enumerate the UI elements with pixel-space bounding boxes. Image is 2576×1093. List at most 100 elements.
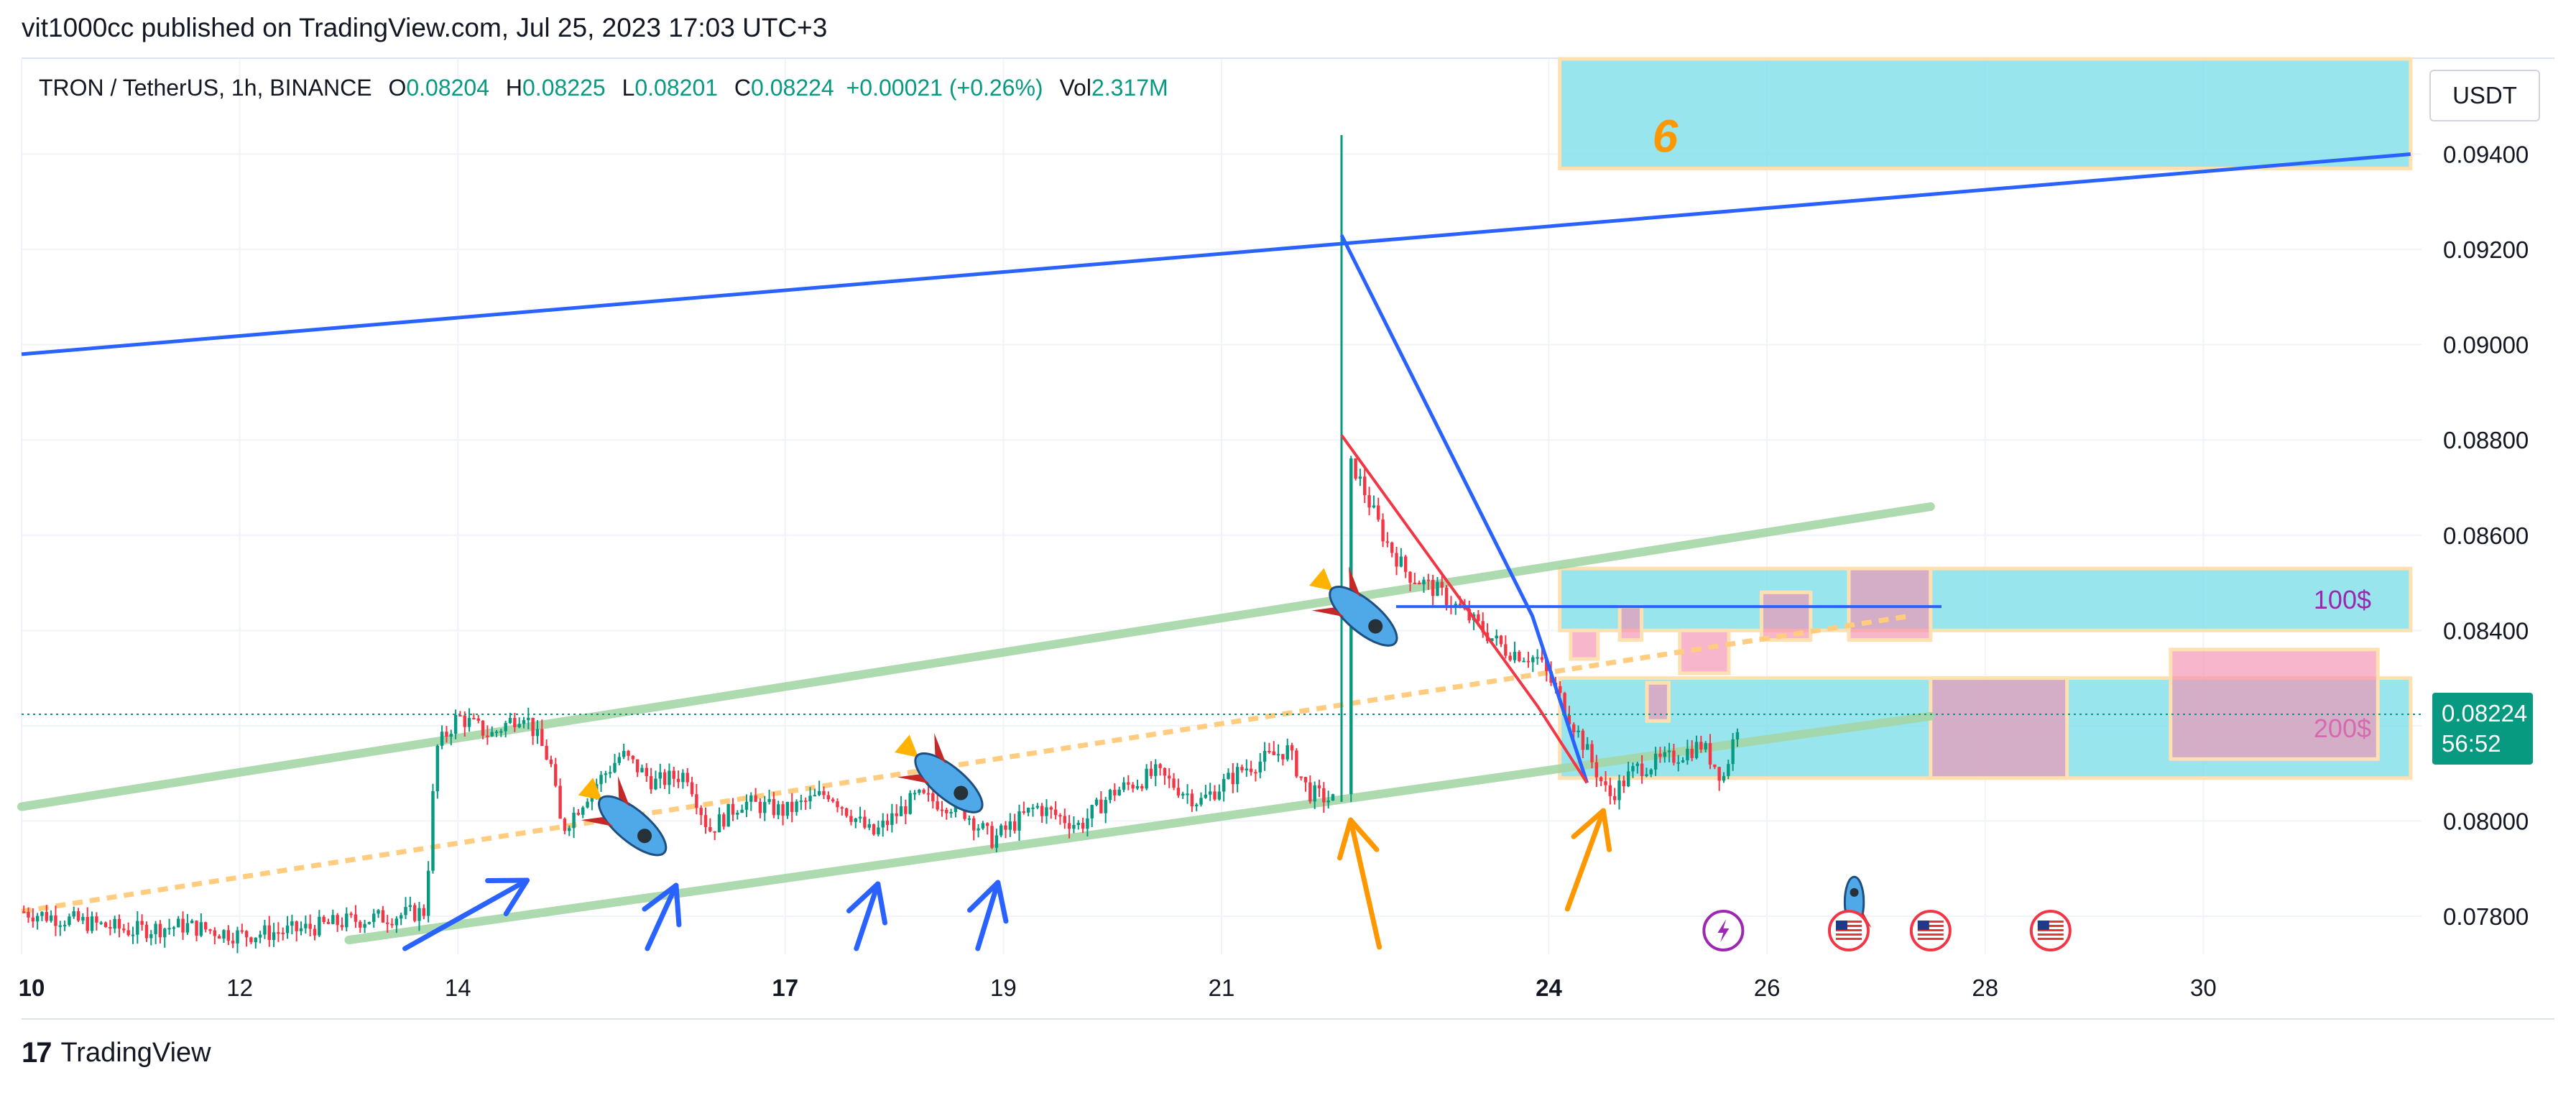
- candle-body: [1563, 693, 1566, 716]
- candle-body: [695, 794, 698, 808]
- candle-body: [1526, 660, 1531, 663]
- candle-body: [109, 927, 112, 929]
- candle-body: [345, 913, 348, 928]
- candle-body: [744, 801, 749, 810]
- candle-body: [1227, 773, 1230, 780]
- candle-body: [167, 928, 171, 930]
- candle-body: [58, 925, 62, 927]
- candle-body: [668, 770, 671, 785]
- high-label: H: [505, 75, 522, 101]
- flag-stripe: [1917, 929, 1944, 931]
- candle-body: [1385, 541, 1390, 543]
- candle-body: [86, 917, 89, 931]
- candle-body: [90, 916, 94, 931]
- candle-body: [272, 932, 276, 940]
- candle-body: [1626, 771, 1630, 787]
- green-channel: [17, 502, 1935, 945]
- candle-body: [1649, 769, 1653, 775]
- candle-body: [949, 811, 953, 813]
- time-tick-label: 26: [1754, 974, 1781, 1001]
- candle-body: [799, 801, 803, 803]
- candle-body: [1168, 775, 1171, 779]
- time-tick-label: 10: [19, 974, 45, 1001]
- tradingview-footer[interactable]: 17 TradingView: [22, 1037, 211, 1069]
- candle-body: [1181, 793, 1185, 796]
- candle-body: [131, 934, 135, 936]
- candle-body: [1431, 579, 1435, 596]
- candle-body: [658, 772, 662, 779]
- candle-body: [1108, 790, 1112, 801]
- candle-body: [394, 918, 399, 926]
- candle-body: [408, 905, 412, 908]
- candle-body: [1372, 505, 1376, 508]
- candle-body: [494, 732, 499, 734]
- us-flag-event-icon: [1827, 910, 1870, 951]
- candle-body: [1604, 781, 1607, 785]
- candle-body: [1008, 821, 1012, 830]
- blue-arrow: [645, 882, 679, 951]
- candle-body: [763, 802, 767, 813]
- candle-body: [777, 804, 780, 816]
- candle-body: [95, 916, 98, 923]
- candle-body: [81, 917, 85, 921]
- candle-body: [754, 795, 757, 802]
- candle-body: [568, 828, 571, 831]
- candle-body: [854, 818, 857, 822]
- candle-body: [254, 937, 257, 943]
- candle-body: [599, 775, 603, 785]
- flag-stripe: [2037, 921, 2064, 923]
- currency-button[interactable]: USDT: [2429, 70, 2540, 121]
- candle-body: [967, 818, 971, 820]
- rocket-fin: [934, 733, 946, 764]
- candle-body: [635, 759, 640, 773]
- candle-body: [1194, 804, 1199, 806]
- long-blue-trendline: [21, 152, 2411, 356]
- candle-body: [1713, 764, 1717, 767]
- red-wedge-line: [1340, 434, 1589, 784]
- candle-body: [390, 923, 394, 926]
- candle-body: [749, 795, 753, 802]
- candle-body: [1640, 763, 1644, 776]
- candle-body: [1272, 751, 1275, 755]
- candle-body: [1149, 768, 1153, 776]
- candle-body: [449, 734, 453, 737]
- flag-canton: [1835, 921, 1847, 930]
- price-tick-label: 0.08600: [2443, 522, 2529, 549]
- candle-body: [499, 731, 503, 733]
- candle-body: [1163, 767, 1167, 776]
- candle-body: [1436, 581, 1439, 596]
- flag-stripe: [2037, 929, 2064, 931]
- candle-body: [1572, 724, 1576, 733]
- candle-body: [563, 818, 567, 831]
- time-tick-label: 24: [1536, 974, 1562, 1001]
- candle-body: [1326, 801, 1330, 803]
- time-axis: 10 12 14 17 19 21 24 26 28 30: [19, 974, 2217, 1001]
- candle-body: [1477, 614, 1480, 622]
- candle-body: [672, 770, 675, 779]
- candle-body: [126, 930, 130, 936]
- symbol-label: TRON / TetherUS, 1h, BINANCE: [39, 75, 372, 101]
- candle-body: [1467, 609, 1471, 621]
- rocket-window: [1850, 887, 1859, 897]
- candle-body: [781, 804, 785, 816]
- candle-body: [586, 801, 589, 808]
- candle-body: [1667, 750, 1671, 752]
- candle-body: [213, 930, 217, 936]
- rocket-fin: [897, 774, 930, 784]
- candle-body: [1285, 745, 1289, 760]
- candle-body: [1026, 808, 1030, 813]
- candle-body: [1145, 768, 1148, 789]
- high-value: 0.08225: [522, 75, 606, 101]
- orange-dashed-trend: [21, 613, 1909, 914]
- candle-body: [308, 923, 312, 929]
- flag-stripe: [2037, 938, 2064, 940]
- candle-body: [381, 910, 385, 923]
- rocket-body: [914, 752, 984, 813]
- rocket-icon: [895, 733, 984, 813]
- candle-body: [1122, 782, 1126, 790]
- candle-body: [136, 921, 139, 935]
- price-tick-label: 0.08800: [2443, 427, 2529, 453]
- candle-body: [31, 917, 35, 922]
- candle-body: [68, 916, 71, 926]
